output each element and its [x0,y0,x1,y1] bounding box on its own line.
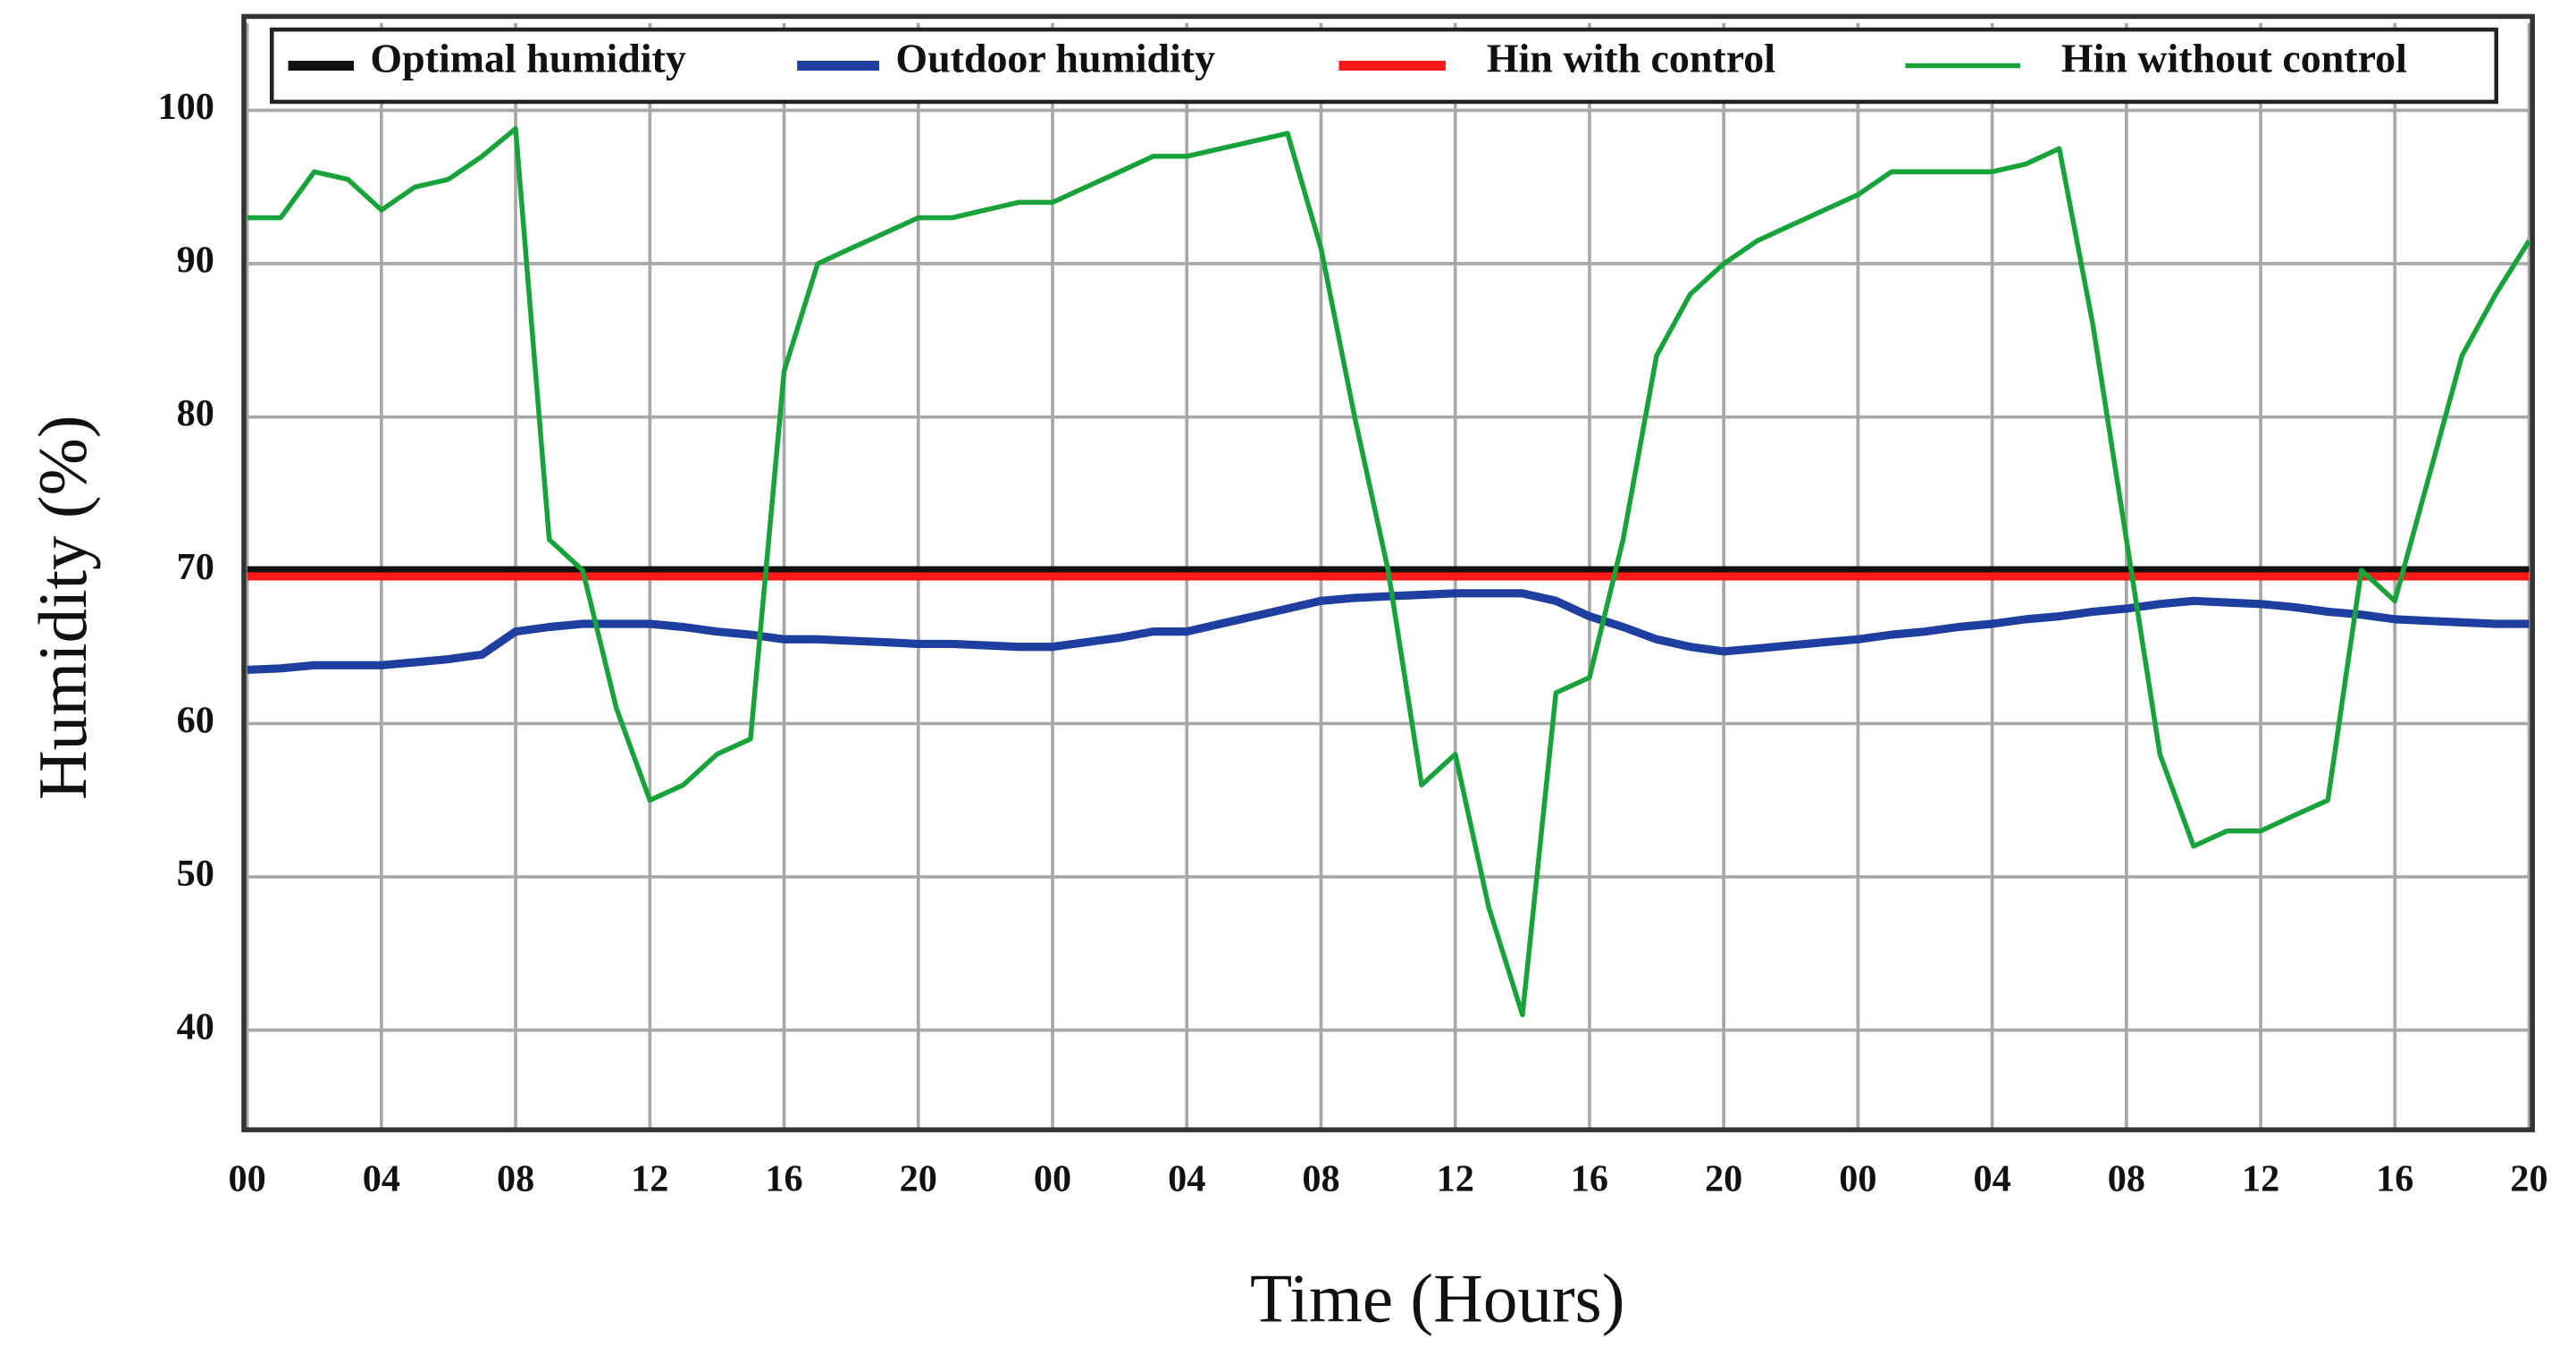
y-tick-label: 40 [177,1005,214,1047]
y-tick-label: 80 [177,392,214,434]
x-axis-title: Time (Hours) [1250,1259,1624,1336]
x-tick-label: 12 [2242,1158,2279,1200]
series-line [247,589,2530,675]
x-tick-label: 00 [1839,1158,1876,1200]
series-line [247,126,2531,1018]
legend-label: Outdoor humidity [895,35,1215,80]
y-tick-label: 100 [157,86,214,128]
x-tick-label: 08 [2108,1158,2145,1200]
x-tick-label: 20 [2510,1158,2547,1200]
x-tick-label: 08 [1302,1158,1339,1200]
y-tick-label: 50 [177,853,214,895]
x-tick-label: 04 [363,1158,400,1200]
legend-label: Hin with control [1487,35,1775,80]
x-tick-label: 00 [1034,1158,1071,1200]
x-tick-label: 12 [631,1158,668,1200]
y-tick-label: 90 [177,240,214,282]
legend-label: Optimal humidity [370,35,685,80]
x-tick-label: 16 [765,1158,802,1200]
x-tick-label: 12 [1437,1158,1474,1200]
x-tick-label: 04 [1168,1158,1205,1200]
x-tick-label: 20 [1705,1158,1742,1200]
y-tick-label: 70 [177,546,214,588]
y-tick-label: 60 [177,699,214,741]
plot-frame [241,13,2535,1132]
legend-label: Hin without control [2061,35,2407,80]
x-tick-label: 16 [1571,1158,1608,1200]
x-tick-label: 08 [497,1158,534,1200]
x-tick-label: 16 [2376,1158,2413,1200]
x-tick-label: 00 [228,1158,265,1200]
x-tick-label: 20 [900,1158,937,1200]
y-axis-title: Humidity (%) [24,415,101,800]
x-tick-label: 04 [1973,1158,2010,1200]
